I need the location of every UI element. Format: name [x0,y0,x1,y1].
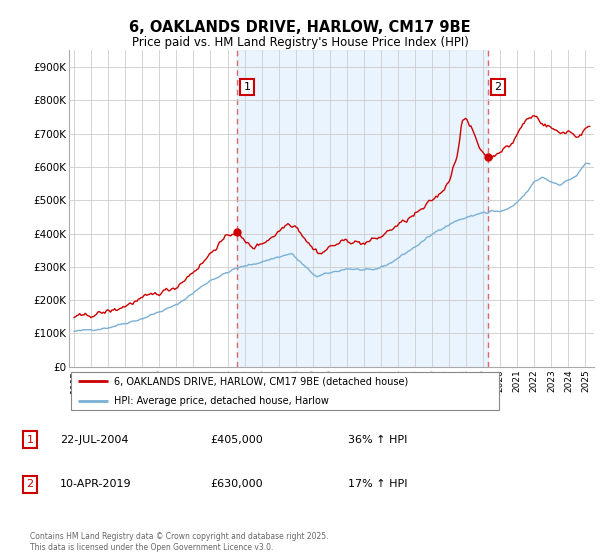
Text: 6, OAKLANDS DRIVE, HARLOW, CM17 9BE: 6, OAKLANDS DRIVE, HARLOW, CM17 9BE [129,20,471,35]
Bar [237,50,488,367]
Text: 2: 2 [494,82,502,92]
Text: 17% ↑ HPI: 17% ↑ HPI [348,479,407,489]
Text: Price paid vs. HM Land Registry's House Price Index (HPI): Price paid vs. HM Land Registry's House … [131,36,469,49]
Text: 1: 1 [26,435,34,445]
Text: HPI: Average price, detached house, Harlow: HPI: Average price, detached house, Harl… [115,396,329,406]
Text: 6, OAKLANDS DRIVE, HARLOW, CM17 9BE (detached house): 6, OAKLANDS DRIVE, HARLOW, CM17 9BE (det… [115,376,409,386]
Text: 1: 1 [244,82,251,92]
Text: Contains HM Land Registry data © Crown copyright and database right 2025.
This d: Contains HM Land Registry data © Crown c… [30,532,329,552]
Text: 10-APR-2019: 10-APR-2019 [60,479,131,489]
Text: 2: 2 [26,479,34,489]
Text: £630,000: £630,000 [210,479,263,489]
Text: £405,000: £405,000 [210,435,263,445]
Text: 22-JUL-2004: 22-JUL-2004 [60,435,128,445]
Text: 36% ↑ HPI: 36% ↑ HPI [348,435,407,445]
